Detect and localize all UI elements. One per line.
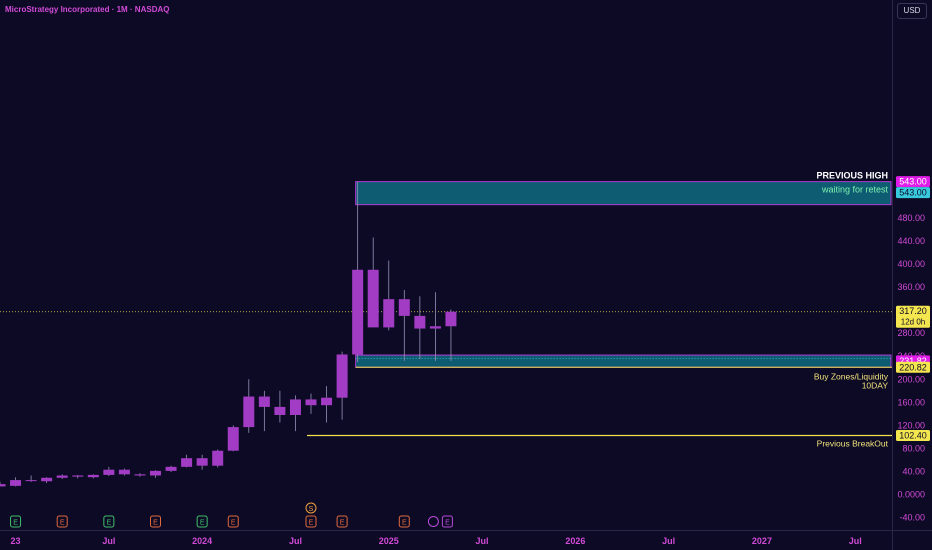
price-tag-label: 543.00 [899,188,927,198]
earnings-event-letter: E [445,520,450,527]
previous-high-label: PREVIOUS HIGH [816,171,888,181]
custom-event-icon[interactable] [427,516,439,527]
time-tick-label: 2027 [752,536,772,546]
price-tick-label: 200.00 [897,374,925,384]
previous-breakout-label: Previous BreakOut [817,438,889,448]
candle-body[interactable] [134,474,146,476]
earnings-event-letter: E [231,520,236,527]
earnings-event-icon[interactable] [196,515,208,528]
candle-body[interactable] [41,477,53,482]
time-tick-label: Jul [476,536,489,546]
candle-body[interactable] [0,484,6,487]
time-tick-label: Jul [289,536,302,546]
price-tick-label: 0.0000 [897,490,925,500]
candle-body[interactable] [445,311,457,327]
price-tick-label: -40.00 [899,513,925,523]
candle-body[interactable] [367,269,379,328]
price-tick-label: 360.00 [897,282,925,292]
candle-body[interactable] [196,458,208,466]
earnings-event-icon[interactable] [227,515,239,528]
waiting-for-retest-label: waiting for retest [821,185,889,195]
buy-zone[interactable] [355,354,892,368]
ten-day-label: 10DAY [862,380,889,390]
candle-body[interactable] [181,458,193,467]
buy-zones-label: Buy Zones/Liquidity [814,371,889,381]
earnings-event-icon[interactable] [398,515,410,528]
earnings-event-letter: E [402,520,407,527]
price-tick-label: 480.00 [897,213,925,223]
candle-body[interactable] [150,470,161,476]
earnings-event-icon[interactable] [150,515,161,528]
candle-body[interactable] [165,466,177,471]
price-tick-label: 280.00 [897,328,925,338]
candle-body[interactable] [352,269,364,355]
split-event-icon[interactable] [305,502,317,514]
earnings-event-icon[interactable] [103,515,115,528]
earnings-event-icon[interactable] [305,515,317,528]
earnings-event-letter: E [340,520,345,527]
price-tick-label: 120.00 [897,420,925,430]
earnings-event-letter: E [13,520,18,527]
candle-body[interactable] [212,450,224,466]
price-tag [896,429,930,441]
price-tag [896,187,930,199]
price-tag-label: 220.82 [899,362,927,372]
earnings-event-letter: E [107,520,112,527]
price-tag-countdown: 12d 0h [901,318,925,327]
price-tag [896,305,930,328]
earnings-event-letter: E [60,520,65,527]
candle-body[interactable] [305,399,317,406]
price-tick-label: 40.00 [902,466,925,476]
candle-body[interactable] [103,469,115,475]
candle-body[interactable] [336,354,348,398]
candle-body[interactable] [258,396,270,407]
time-tick-label: 2025 [379,536,399,546]
candle-body[interactable] [321,397,333,406]
price-tag-label: 317.20 [899,306,927,316]
split-event-letter: S [309,506,314,513]
symbol-title: MicroStrategy Incorporated · 1M · NASDAQ [5,5,170,14]
time-tick-label: 2026 [565,536,585,546]
price-tag-label: 102.40 [899,430,927,440]
candle-body[interactable] [289,399,301,415]
candle-body[interactable] [25,480,37,482]
earnings-event-letter: E [153,520,158,527]
price-tick-label: 80.00 [902,443,925,453]
time-tick-label: Jul [102,536,115,546]
candle-body[interactable] [118,469,130,475]
time-tick-label: Jul [849,536,862,546]
price-tag-label: 543.00 [899,177,927,187]
candle-body[interactable] [414,315,426,329]
candle-body[interactable] [243,396,255,428]
candle-body[interactable] [383,299,395,328]
candle-body[interactable] [227,427,239,451]
time-tick-label: 23 [11,536,21,546]
price-tick-label: 440.00 [897,236,925,246]
candle-body[interactable] [10,480,22,486]
earnings-event-icon[interactable] [336,515,348,528]
currency-button[interactable]: USD [897,3,927,19]
earnings-event-icon[interactable] [56,515,68,528]
time-tick-label: Jul [662,536,675,546]
time-tick-label: 2024 [192,536,212,546]
price-tick-label: 400.00 [897,259,925,269]
candle-body[interactable] [56,475,68,478]
earnings-event-letter: E [200,520,205,527]
previous-high-zone[interactable] [355,181,892,206]
price-tag-label: 231.82 [899,356,927,366]
candle-body[interactable] [72,475,84,477]
earnings-event-icon[interactable] [10,515,22,528]
earnings-event-letter: E [309,520,314,527]
candle-body[interactable] [398,299,410,316]
price-tag [896,176,930,188]
candle-body[interactable] [87,474,99,478]
price-tick-label: 160.00 [897,397,925,407]
price-tag [896,361,930,373]
earnings-event-icon[interactable] [441,515,453,528]
candle-body[interactable] [429,326,441,329]
candle-body[interactable] [274,406,286,415]
